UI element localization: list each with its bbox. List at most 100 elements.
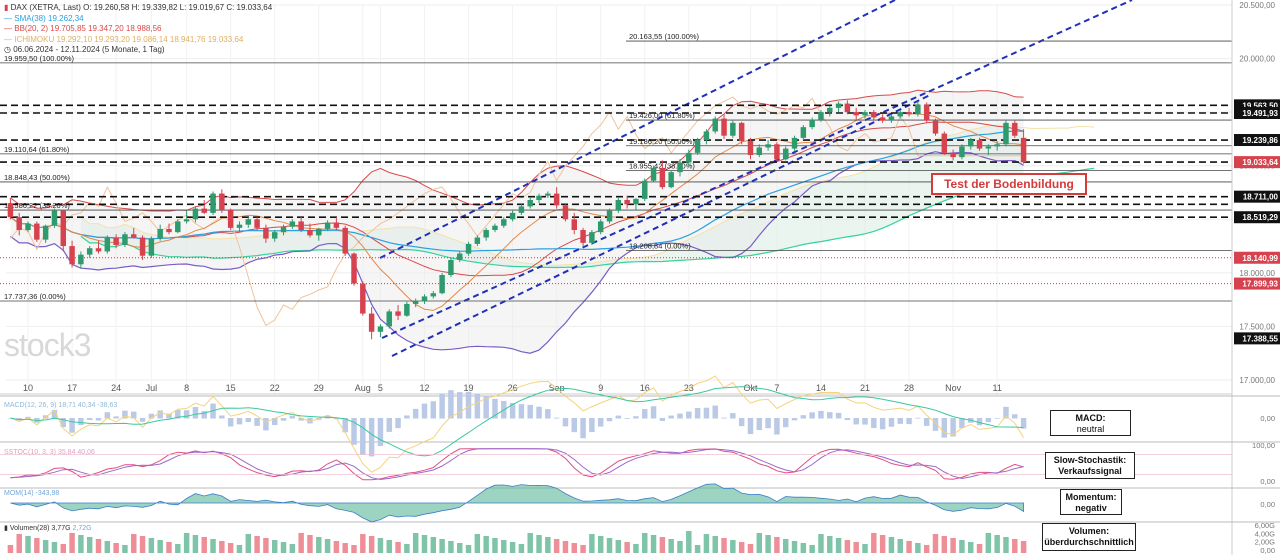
momentum-area [10,483,1025,523]
macd-histogram-bar [976,418,983,426]
volume-bar [703,534,710,553]
candle-body [501,219,507,226]
macd-histogram-bar [915,417,921,419]
volume-bar [809,545,815,553]
candle-body [245,219,252,225]
date-tick-label: 14 [816,383,826,393]
macd-histogram-bar [368,418,375,457]
volume-bar [580,545,586,553]
volume-bar [835,538,842,553]
date-tick-label: 19 [464,383,474,393]
candle-body [536,195,542,200]
candle-body [42,225,49,240]
price-label-text: 19.033,64 [1242,158,1278,167]
volume-bar [1020,541,1027,553]
macd-box-value: neutral [1076,424,1105,434]
volume-bar [553,539,560,553]
macd-histogram-bar [412,408,419,419]
volume-bar [448,541,454,553]
macd-histogram-bar [580,418,586,439]
volume-bar [633,544,639,553]
macd-histogram-bar [113,416,119,419]
fib-left-label: 18.586,22 (38.20%) [4,201,70,210]
candle-body [862,112,868,116]
panel-tick-label: 100,00 [1252,441,1275,450]
volume-bar [324,539,331,553]
price-label-tag [1234,190,1280,203]
macd-histogram-bar [307,418,313,424]
candle-body [421,296,428,301]
macd-histogram-bar [897,418,903,424]
macd-histogram-bar [60,418,66,428]
price-tick-label: 17.500,00 [1239,322,1275,331]
macd-histogram-bar [157,410,163,419]
macd-histogram-bar [492,398,498,419]
macd-histogram-bar [633,416,639,419]
volume-bar [668,539,674,553]
macd-histogram-bar [888,418,895,427]
volume-bar [871,533,877,553]
volume-bar [148,538,155,553]
macd-histogram-bar [219,415,225,419]
candle-body [968,140,974,147]
volume-bar [721,538,727,553]
macd-histogram-bar [827,412,833,419]
volume-bar [307,535,313,553]
macd-histogram-bar [360,418,366,455]
volume-bar [25,536,31,553]
candle-body [712,118,718,132]
candle-body [835,103,842,108]
volume-bar [404,544,410,553]
candle-body [527,200,533,207]
candle-body [386,311,392,327]
candle-body [730,122,736,136]
macd-histogram-bar [624,418,630,419]
macd-histogram-bar [730,413,736,419]
macd-histogram-bar [791,418,798,421]
candle-body [756,147,763,155]
candle-body [210,193,216,213]
candle-body [113,237,119,245]
stoch-k-line [10,448,1024,481]
volume-bar [818,534,824,553]
macd-histogram-bar [800,415,807,419]
candle-body [139,237,146,256]
bollinger-band-fill [10,90,1024,354]
date-tick-label: 16 [640,383,650,393]
ichimoku-span-line [80,124,1095,266]
macd-histogram-bar [994,418,1000,419]
volume-bar [104,541,111,553]
macd-histogram-bar [183,410,190,419]
candle-body [606,210,613,222]
macd-histogram-bar [122,410,128,419]
volume-bar [738,542,745,553]
volume-bar [545,537,551,553]
price-tick-label: 17.000,00 [1239,376,1275,385]
volume-bar [959,540,965,553]
candle-body [192,208,199,220]
volume-bar [1012,539,1018,553]
panel-tick-label: 0,00 [1260,414,1275,423]
candle-body [483,230,489,238]
macd-histogram-bar [862,418,868,425]
macd-box-title: MACD: [1075,413,1106,423]
volume-bar [994,535,1000,553]
volume-bar [316,537,322,553]
date-tick-label: 12 [419,383,429,393]
volume-bar [51,542,58,553]
candle-body [976,140,983,149]
legend-sma-text: SMA(38) 19.262,34 [14,13,84,23]
volume-icon: ▮ [4,525,8,532]
candle-body [307,230,313,236]
momentum-box-value: negativ [1075,503,1107,513]
candle-body [16,217,22,230]
volume-bar [888,537,895,553]
volume-bar [78,535,84,553]
stoch-label: SSTOC(10, 3, 3) 35,84 40,06 [4,449,95,456]
macd-histogram-bar [527,404,533,419]
volume-bar [333,541,340,553]
price-label-text: 17.899,93 [1242,280,1278,289]
volume-bar [536,535,542,553]
macd-histogram-bar [289,415,296,419]
